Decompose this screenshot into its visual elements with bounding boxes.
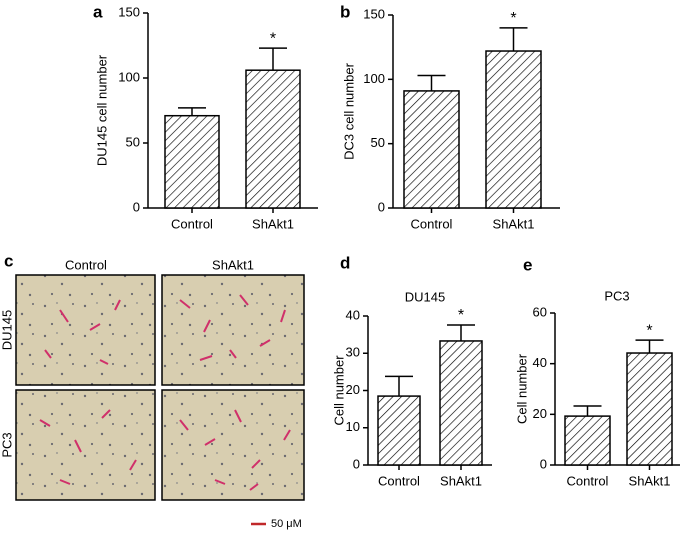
micrograph (161, 389, 305, 501)
x-tick-label: Control (378, 473, 420, 488)
y-tick-label: 150 (118, 4, 140, 19)
y-axis-label: Cell number (514, 353, 529, 424)
row-label: DU145 (0, 310, 14, 350)
panel-label: c (4, 251, 13, 270)
y-tick-label: 0 (353, 456, 360, 471)
y-tick-label: 50 (371, 135, 385, 150)
x-tick-label: ShAkt1 (252, 216, 294, 231)
y-tick-label: 0 (378, 199, 385, 214)
y-tick-label: 20 (346, 382, 360, 397)
column-label: Control (65, 257, 107, 272)
x-tick-label: Control (171, 216, 213, 231)
y-tick-label: 40 (533, 355, 547, 370)
x-tick-label: ShAkt1 (629, 473, 671, 488)
micrograph (15, 389, 156, 501)
significance-marker: * (270, 30, 276, 47)
chart-title: DU145 (405, 289, 445, 304)
bar (626, 352, 673, 466)
micrograph (15, 274, 156, 386)
y-tick-label: 10 (346, 419, 360, 434)
panel-c-images (15, 274, 305, 526)
y-tick-label: 150 (363, 6, 385, 21)
x-tick-label: ShAkt1 (493, 216, 535, 231)
y-tick-label: 60 (533, 304, 547, 319)
row-label: PC3 (0, 432, 14, 457)
y-tick-label: 100 (118, 69, 140, 84)
bar (439, 340, 483, 466)
y-tick-label: 100 (363, 71, 385, 86)
significance-marker: * (458, 307, 464, 324)
panel-label: a (93, 2, 103, 21)
y-tick-label: 20 (533, 406, 547, 421)
scale-bar-label: 50 μM (271, 518, 302, 530)
panel-label: d (340, 253, 350, 272)
significance-marker: * (510, 10, 516, 27)
x-tick-label: Control (567, 473, 609, 488)
y-tick-label: 0 (540, 456, 547, 471)
column-label: ShAkt1 (212, 257, 254, 272)
bar (377, 395, 421, 466)
stained-cells (39, 294, 291, 491)
y-axis-label: Cell number (331, 355, 346, 426)
y-axis-label: DC3 cell number (341, 62, 356, 159)
bar (245, 69, 301, 209)
significance-marker: * (646, 322, 652, 339)
panel-label: e (523, 255, 532, 274)
micrograph (161, 274, 305, 386)
y-tick-label: 30 (346, 345, 360, 360)
bar (403, 90, 460, 209)
y-tick-label: 40 (346, 307, 360, 322)
y-tick-label: 0 (133, 199, 140, 214)
x-tick-label: ShAkt1 (440, 473, 482, 488)
chart-title: PC3 (604, 288, 629, 303)
bar (164, 114, 220, 209)
bar (485, 50, 542, 209)
panel-label: b (340, 2, 350, 21)
x-tick-label: Control (411, 216, 453, 231)
bar (564, 415, 611, 466)
y-axis-label: DU145 cell number (94, 54, 109, 166)
y-tick-label: 50 (126, 134, 140, 149)
